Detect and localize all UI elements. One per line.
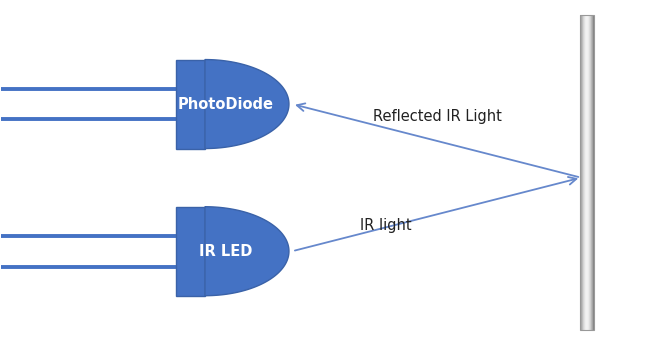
Bar xyxy=(580,15,594,330)
Text: PhotoDiode: PhotoDiode xyxy=(178,97,274,111)
Polygon shape xyxy=(176,207,205,296)
Polygon shape xyxy=(205,207,289,296)
Polygon shape xyxy=(205,60,289,149)
Text: IR light: IR light xyxy=(360,218,411,233)
Text: IR LED: IR LED xyxy=(199,244,252,259)
Text: Reflected IR Light: Reflected IR Light xyxy=(373,109,502,124)
Polygon shape xyxy=(176,60,205,149)
